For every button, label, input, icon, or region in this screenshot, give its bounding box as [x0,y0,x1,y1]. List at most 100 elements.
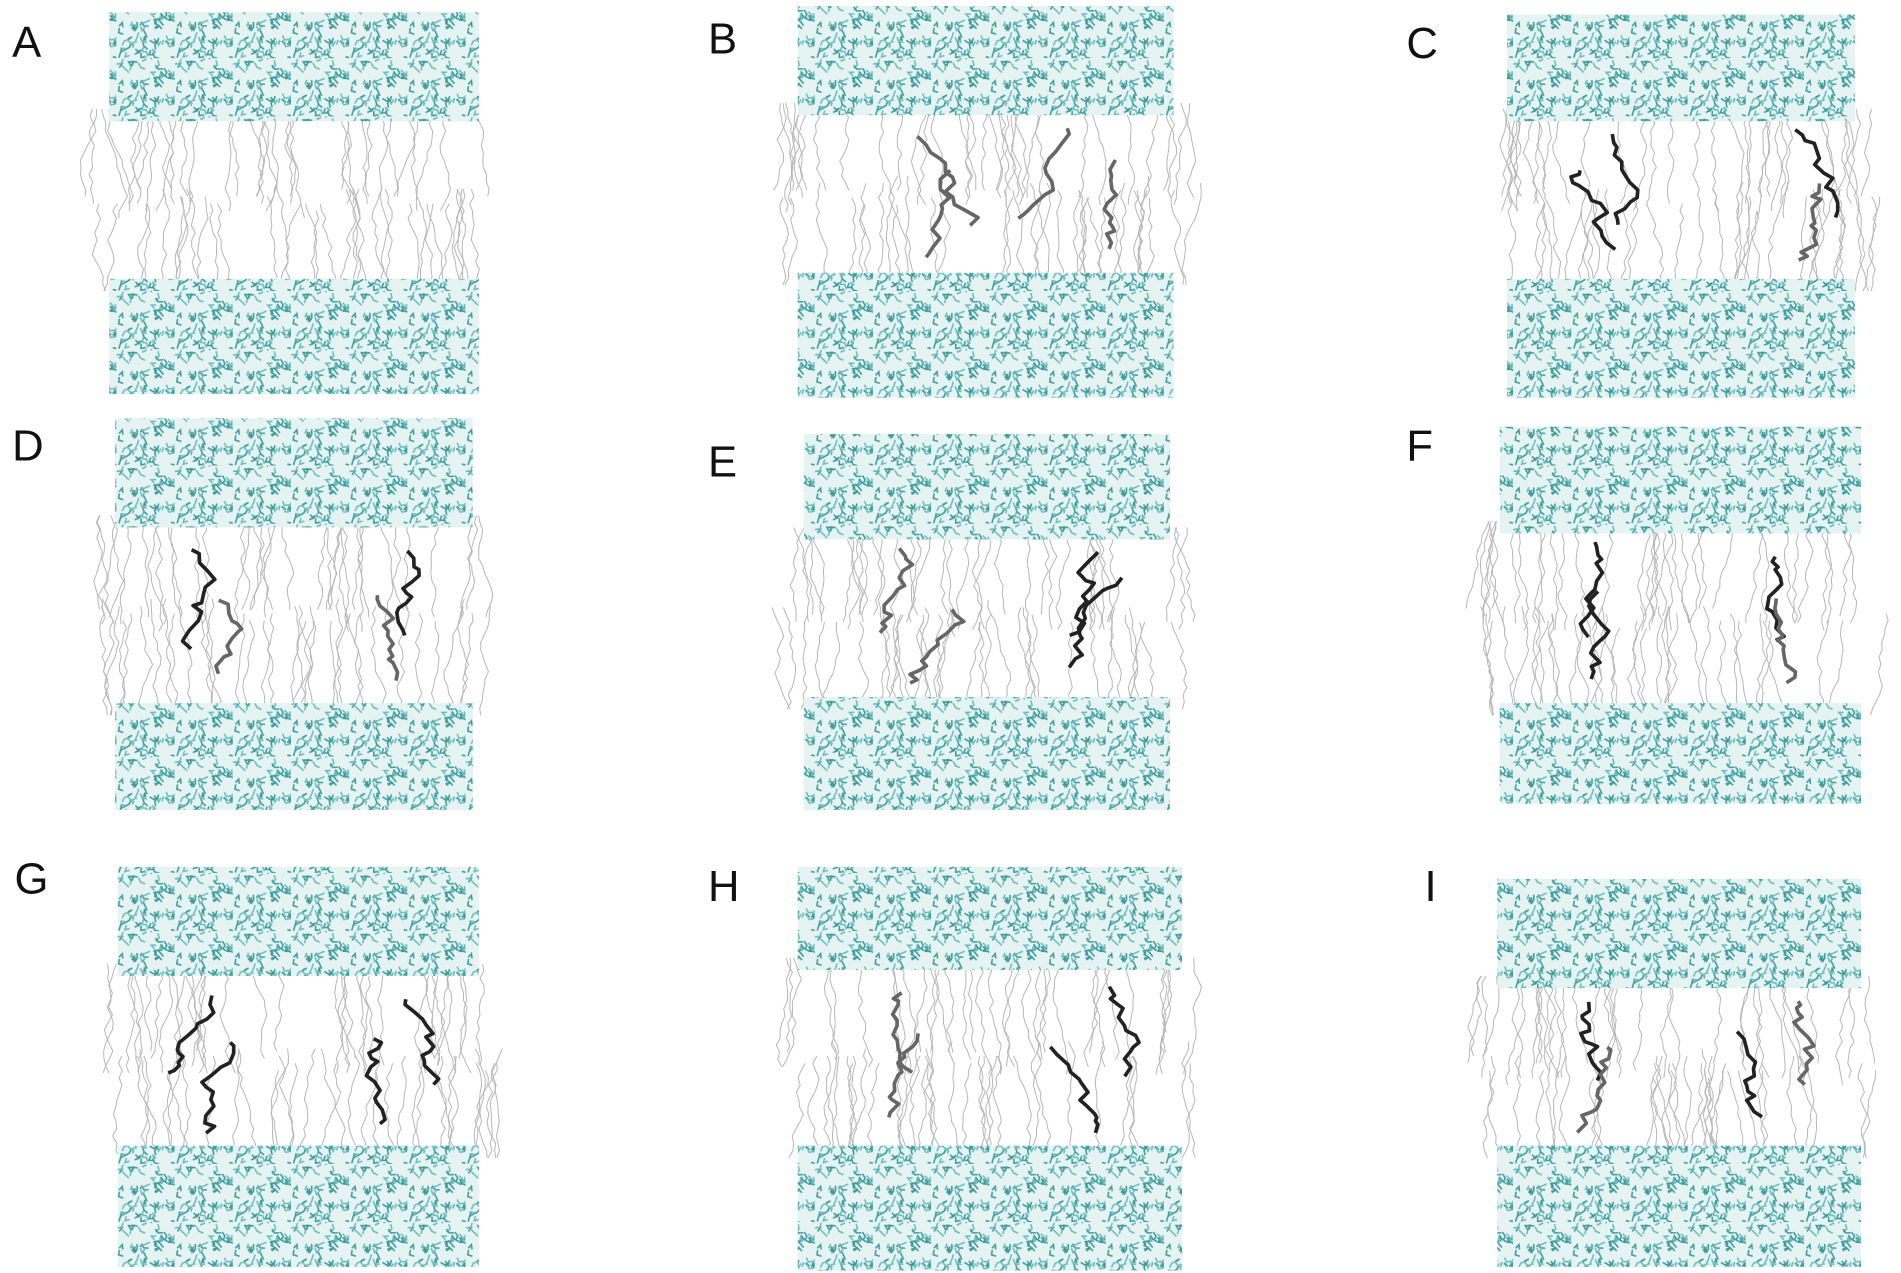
lipid-tail [1664,521,1674,631]
water-slab [797,1145,1183,1271]
lipid-tail [974,957,993,1075]
lipid-tail [1710,108,1720,212]
lipid-tail [789,527,805,622]
lipid-tail [977,1055,986,1158]
lipid-tail [337,963,350,1074]
lipid-tail [276,181,292,291]
lipid-tail [160,188,170,292]
lipid-tail [1506,109,1514,204]
lipid-tail [1661,606,1672,716]
lipid-tail [1163,102,1175,191]
lipid-tail [1799,196,1808,292]
lipid-tail [987,600,1012,710]
lipid-tail [1546,975,1555,1057]
lipid-tail [196,196,209,292]
lipid-tail [1659,975,1674,1078]
lipid-tail [964,102,977,198]
lipid-tail [143,963,153,1052]
panels [79,6,1889,1271]
lipid-tail [112,1055,123,1159]
lipid-tail [430,620,440,716]
lipid-tail [814,621,825,710]
lipid-tail [1532,521,1543,624]
lipid-tail [260,620,271,716]
lipid-tail [1034,182,1052,285]
drug-molecule [908,608,966,685]
lipid-tail [371,196,395,292]
lipid-tail [150,598,162,716]
lipid-tail [993,527,1006,615]
drug-molecule [878,547,915,634]
lipid-tail [228,108,240,197]
lipid-tail [352,515,364,610]
lipid-tail [985,1055,998,1158]
lipid-tail [877,183,885,285]
lipid-tail [438,203,453,292]
lipid-tail [266,613,276,716]
lipid-tail [1726,1070,1744,1158]
lipid-bilayer [1467,975,1876,1159]
lipid-tail [782,607,797,710]
lipid-tail [1860,108,1873,197]
lipid-tail [479,606,492,716]
lipid-tail [1012,190,1025,286]
lipid-tail [1542,109,1552,197]
lipid-tail [102,963,117,1074]
lipid-tail [396,108,416,197]
lipid-tail [119,620,129,716]
lipid-tail [249,515,264,610]
lipid-tail [1556,975,1567,1078]
lipid-tail [930,957,941,1053]
lipid-tail [1671,1063,1681,1158]
drug-molecule [1575,1045,1613,1134]
lipid-tail [1782,108,1794,219]
lipid-tail [459,515,473,618]
lipid-tail [172,196,185,292]
lipid-tail [1534,975,1545,1064]
drug-molecule [180,548,217,651]
lipid-tail [1702,1070,1716,1158]
lipid-tail [912,527,934,615]
lipid-tail [1481,975,1489,1078]
lipid-tail [1501,109,1512,197]
lipid-tail [173,189,191,292]
lipid-tail [407,203,421,292]
lipid-tail [981,102,993,191]
lipid-tail [1552,109,1571,204]
lipid-tail [1655,1055,1679,1158]
lipid-tail [290,620,307,716]
lipid-tail [1538,975,1557,1078]
lipid-tail [793,527,814,615]
lipid-tail [250,515,265,611]
lipid-tail [1112,190,1122,286]
lipid-tail [810,527,825,622]
lipid-tail [1502,606,1515,716]
lipid-tail [797,102,812,191]
lipid-tail [1652,1063,1673,1158]
lipid-tail [1165,102,1178,198]
lipid-tail [1729,613,1748,716]
lipid-tail [439,109,452,212]
lipid-tail [1692,196,1704,292]
lipid-tail [335,963,348,1074]
lipid-tail [193,963,204,1052]
lipid-tail [316,515,327,611]
lipid-tail [812,102,827,191]
lipid-tail [379,189,393,292]
lipid-tail [101,109,128,219]
lipid-tail [1833,203,1845,292]
lipid-tail [297,620,315,716]
lipid-tail [352,188,368,292]
lipid-tail [188,109,198,204]
lipid-tail [377,963,385,1066]
lipid-tail [900,957,917,1075]
lipid-tail [1733,620,1742,716]
lipid-tail [1089,527,1101,623]
lipid-tail [1666,108,1676,204]
lipid-tail [1764,108,1773,197]
lipid-tail [430,963,446,1066]
lipid-tail [1030,1041,1055,1159]
lipid-tail [1479,521,1492,617]
lipid-tail [365,963,374,1059]
panel-label: B [708,14,737,63]
